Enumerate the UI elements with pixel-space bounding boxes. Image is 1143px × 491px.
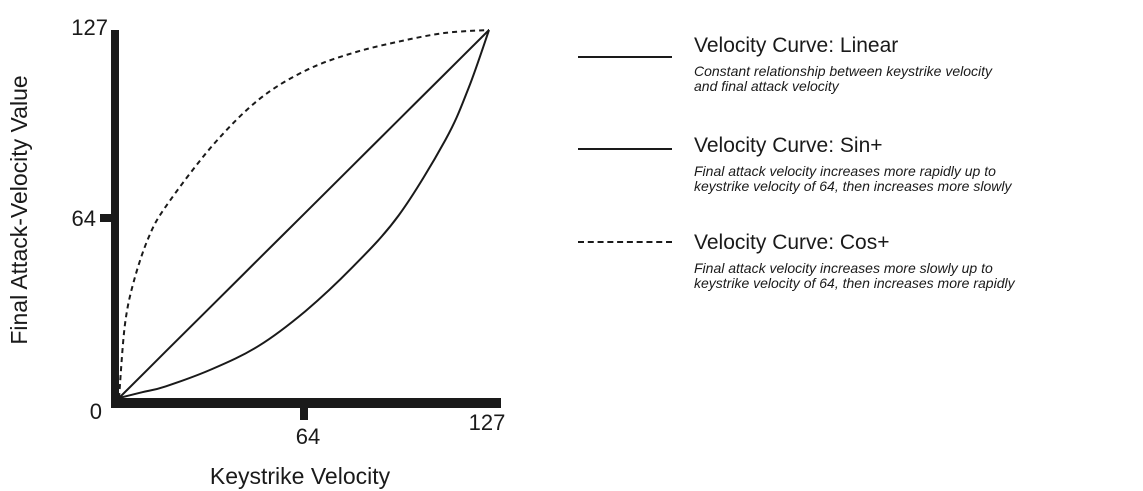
legend-title-sin: Velocity Curve: Sin+ [694,134,883,157]
y-tick-mark-64 [100,214,111,222]
legend-swatch-linear [578,56,672,58]
x-axis-line [111,398,501,408]
series-line-sin [118,29,490,399]
legend-description-line: Constant relationship between keystrike … [694,63,993,79]
y-tick-label-127: 127 [71,15,108,40]
y-axis-line [111,30,119,408]
legend-title-linear: Velocity Curve: Linear [694,34,899,57]
x-tick-mark-64 [300,408,308,420]
y-tick-label-64: 64 [72,206,96,231]
legend-description-line: keystrike velocity of 64, then increases… [694,275,1015,291]
axes [100,30,501,420]
legend-description-line: Final attack velocity increases more rap… [694,163,996,179]
legend-description-line: Final attack velocity increases more slo… [694,260,993,276]
series-layer [118,29,490,399]
y-axis-title: Final Attack-Velocity Value [6,75,32,344]
legend-title-cos: Velocity Curve: Cos+ [694,231,890,254]
y-tick-label-0: 0 [90,399,102,424]
legend-description-cos: Final attack velocity increases more slo… [694,261,1015,291]
legend-description-linear: Constant relationship between keystrike … [694,64,992,94]
series-line-cos [118,29,490,399]
series-line-linear [118,29,490,399]
x-axis-title: Keystrike Velocity [210,463,391,489]
legend-description-line: keystrike velocity of 64, then increases… [694,178,1012,194]
legend-description-line: and final attack velocity [694,78,839,94]
x-tick-label-64: 64 [296,424,320,449]
x-tick-label-127: 127 [469,410,506,435]
legend-description-sin: Final attack velocity increases more rap… [694,164,1011,194]
legend-swatch-sin [578,148,672,150]
legend-swatch-cos [578,241,672,243]
